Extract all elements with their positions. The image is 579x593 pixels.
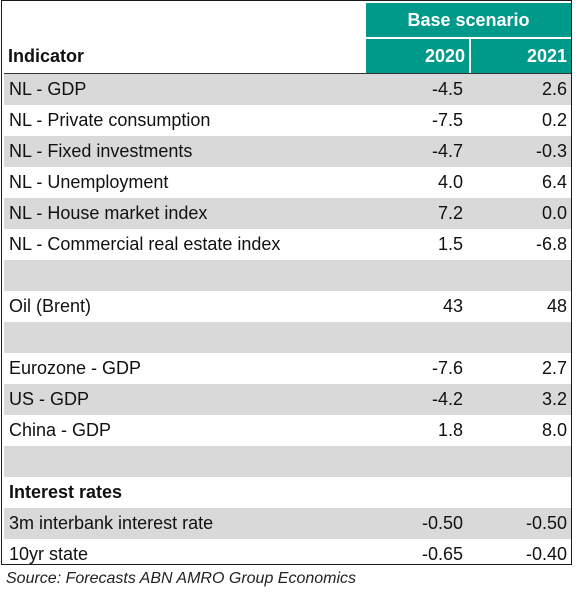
year-2020-header: 2020 — [366, 39, 469, 73]
row-label: Interest rates — [9, 482, 123, 502]
value-2020: 7.2 — [437, 203, 463, 223]
table-row: Eurozone - GDP -7.6 2.7 — [4, 353, 571, 384]
year-2020-label: 2020 — [424, 46, 465, 66]
value-2021: 0.2 — [541, 110, 567, 130]
value-2020: -0.65 — [421, 544, 463, 564]
table-row: US - GDP -4.2 3.2 — [4, 384, 571, 415]
row-label: Oil (Brent) — [9, 296, 92, 316]
row-label: US - GDP — [9, 389, 90, 409]
table-row: NL - Unemployment 4.0 6.4 — [4, 167, 571, 198]
value-2021: -0.50 — [525, 513, 567, 533]
table-row: NL - GDP -4.5 2.6 — [4, 74, 571, 105]
table-row: Interest rates — [4, 477, 571, 508]
value-2021: -0.3 — [535, 141, 567, 161]
value-2021: -0.40 — [525, 544, 567, 564]
value-2020: -4.7 — [431, 141, 463, 161]
table-row: Oil (Brent) 43 48 — [4, 291, 571, 322]
value-2021: -6.8 — [535, 234, 567, 254]
header-divider — [4, 73, 571, 74]
value-2020: -4.2 — [431, 389, 463, 409]
value-2021: 8.0 — [541, 420, 567, 440]
year-2021-header: 2021 — [471, 39, 571, 73]
value-2020: 1.5 — [437, 234, 463, 254]
value-2020: 1.8 — [437, 420, 463, 440]
table-row: NL - Commercial real estate index 1.5 -6.8 — [4, 229, 571, 260]
row-label: NL - Fixed investments — [9, 141, 193, 161]
row-label: Eurozone - GDP — [9, 358, 142, 378]
value-2021: 48 — [546, 296, 567, 316]
value-2020: -4.5 — [431, 79, 463, 99]
table-row: NL - Private consumption -7.5 0.2 — [4, 105, 571, 136]
row-label: China - GDP — [9, 420, 112, 440]
value-2020: 43 — [442, 296, 463, 316]
value-2021: 2.6 — [541, 79, 567, 99]
row-label: NL - Commercial real estate index — [9, 234, 281, 254]
forecast-table: Base scenario 2020 2021 Indicator NL - G… — [1, 0, 572, 565]
row-label: 10yr state — [9, 544, 89, 564]
row-label: NL - House market index — [9, 203, 208, 223]
year-2021-label: 2021 — [526, 46, 567, 66]
value-2020: 4.0 — [437, 172, 463, 192]
value-2020: -7.6 — [431, 358, 463, 378]
table-row: NL - Fixed investments -4.7 -0.3 — [4, 136, 571, 167]
row-label: NL - Unemployment — [9, 172, 169, 192]
base-scenario-header: Base scenario — [366, 3, 571, 37]
table-row: China - GDP 1.8 8.0 — [4, 415, 571, 446]
value-2021: 3.2 — [541, 389, 567, 409]
table-row: 10yr state -0.65 -0.40 — [4, 539, 571, 570]
table-row — [4, 322, 571, 353]
value-2021: 6.4 — [541, 172, 567, 192]
source-note: Source: Forecasts ABN AMRO Group Economi… — [6, 570, 357, 587]
table-row — [4, 260, 571, 291]
indicator-column-header: Indicator — [8, 46, 85, 66]
value-2021: 2.7 — [541, 358, 567, 378]
table-row: NL - House market index 7.2 0.0 — [4, 198, 571, 229]
table-row: 3m interbank interest rate -0.50 -0.50 — [4, 508, 571, 539]
value-2020: -0.50 — [421, 513, 463, 533]
value-2021: 0.0 — [541, 203, 567, 223]
row-label: NL - GDP — [9, 79, 87, 99]
value-2020: -7.5 — [431, 110, 463, 130]
row-label: NL - Private consumption — [9, 110, 211, 130]
table-row — [4, 446, 571, 477]
row-label: 3m interbank interest rate — [9, 513, 214, 533]
base-scenario-label: Base scenario — [407, 10, 530, 30]
